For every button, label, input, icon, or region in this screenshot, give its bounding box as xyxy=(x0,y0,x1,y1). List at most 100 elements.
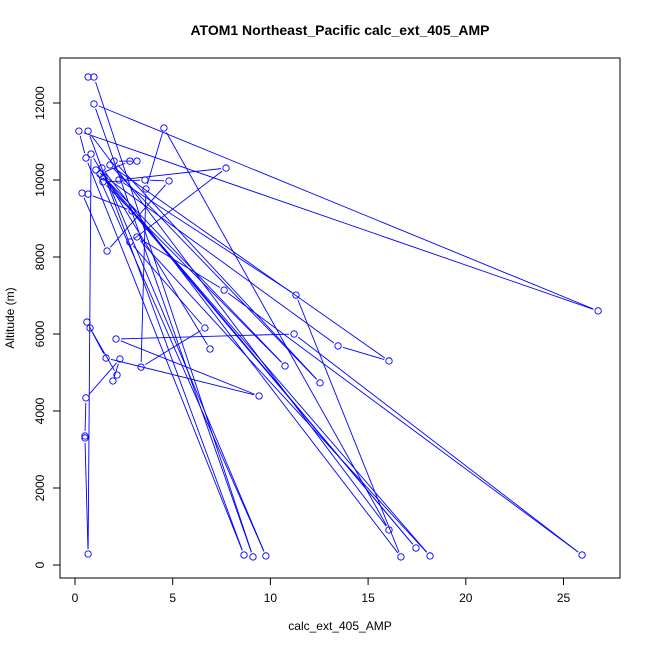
data-point xyxy=(594,307,602,315)
data-point xyxy=(160,124,168,132)
y-tick-label: 0 xyxy=(33,561,47,568)
series-segment xyxy=(103,172,265,552)
data-point xyxy=(292,291,300,299)
series-segment xyxy=(106,185,282,363)
data-point xyxy=(385,526,393,534)
y-tick-label: 10000 xyxy=(33,163,47,197)
data-point xyxy=(255,392,263,400)
data-point xyxy=(102,354,110,362)
data-point xyxy=(334,342,342,350)
data-point xyxy=(82,394,90,402)
series-segment xyxy=(123,168,222,180)
x-tick-label: 0 xyxy=(72,591,79,605)
series-segment xyxy=(110,184,167,248)
data-point xyxy=(128,207,136,215)
series-segment xyxy=(87,159,92,550)
series-segment xyxy=(297,336,579,553)
series-segment xyxy=(117,164,317,380)
series-segment xyxy=(93,158,208,345)
data-point xyxy=(397,553,405,561)
series-segment xyxy=(98,105,594,310)
series-segment xyxy=(227,292,579,553)
series-segment xyxy=(79,135,86,154)
series-segment xyxy=(132,245,202,325)
data-point xyxy=(249,553,257,561)
data-point xyxy=(87,150,95,158)
data-point xyxy=(126,157,134,165)
y-tick-label: 4000 xyxy=(33,397,47,424)
data-point xyxy=(75,127,83,135)
series-segment xyxy=(95,108,252,553)
series-segment xyxy=(113,168,317,380)
data-point xyxy=(116,355,124,363)
data-point xyxy=(99,178,107,186)
series-segment xyxy=(114,363,119,377)
data-point xyxy=(78,189,86,197)
y-tick-label: 2000 xyxy=(33,474,47,501)
data-point xyxy=(137,363,145,371)
series-segment xyxy=(122,182,293,293)
series-segment xyxy=(134,214,428,553)
series-segment xyxy=(89,135,243,551)
series-segment xyxy=(149,179,165,182)
data-point xyxy=(112,335,120,343)
y-tick-label: 8000 xyxy=(33,243,47,270)
data-point xyxy=(262,552,270,560)
data-point xyxy=(206,345,214,353)
data-point xyxy=(115,176,123,184)
series-segment xyxy=(146,132,163,185)
series-segment xyxy=(139,240,427,553)
data-point xyxy=(142,185,150,193)
x-tick-label: 25 xyxy=(557,591,571,605)
data-point xyxy=(240,551,248,559)
data-point xyxy=(83,318,91,326)
data-point xyxy=(110,157,118,165)
series-segment xyxy=(88,362,117,395)
series-segment xyxy=(113,167,386,359)
series-segment xyxy=(120,340,255,395)
data-point xyxy=(290,330,298,338)
data-point xyxy=(92,166,100,174)
data-point xyxy=(84,127,92,135)
data-point xyxy=(84,73,92,81)
series-segment xyxy=(342,346,385,360)
data-point xyxy=(141,176,149,184)
data-point xyxy=(86,324,94,332)
data-point xyxy=(81,434,89,442)
data-point xyxy=(281,362,289,370)
data-point xyxy=(100,173,108,181)
data-point xyxy=(133,233,141,241)
data-point xyxy=(81,432,89,440)
data-point xyxy=(82,154,90,162)
series-segment xyxy=(104,162,126,173)
data-point xyxy=(201,324,209,332)
data-point xyxy=(385,357,393,365)
y-axis-label: Altitude (m) xyxy=(3,287,17,348)
x-axis-label: calc_ext_405_AMP xyxy=(288,619,391,633)
series-segment xyxy=(83,132,594,310)
data-point xyxy=(106,161,114,169)
series-segment xyxy=(121,333,290,340)
data-point xyxy=(103,247,111,255)
data-point xyxy=(222,164,230,172)
chart-title: ATOM1 Northeast_Pacific calc_ext_405_AMP xyxy=(190,22,489,38)
x-tick-label: 5 xyxy=(169,591,176,605)
data-point xyxy=(220,286,228,294)
data-point xyxy=(126,238,134,246)
data-point xyxy=(412,544,420,552)
y-tick-label: 12000 xyxy=(33,86,47,120)
series-segment xyxy=(107,179,140,183)
data-point xyxy=(84,190,92,198)
series-segment xyxy=(95,81,252,553)
plot-frame xyxy=(59,57,621,579)
data-point xyxy=(578,551,586,559)
series-segment xyxy=(140,239,221,288)
series-segment xyxy=(84,402,87,432)
series-segment xyxy=(90,134,387,527)
series-segment xyxy=(110,358,255,396)
data-point xyxy=(113,371,121,379)
series-segment xyxy=(145,330,201,365)
series-segment xyxy=(92,332,115,371)
